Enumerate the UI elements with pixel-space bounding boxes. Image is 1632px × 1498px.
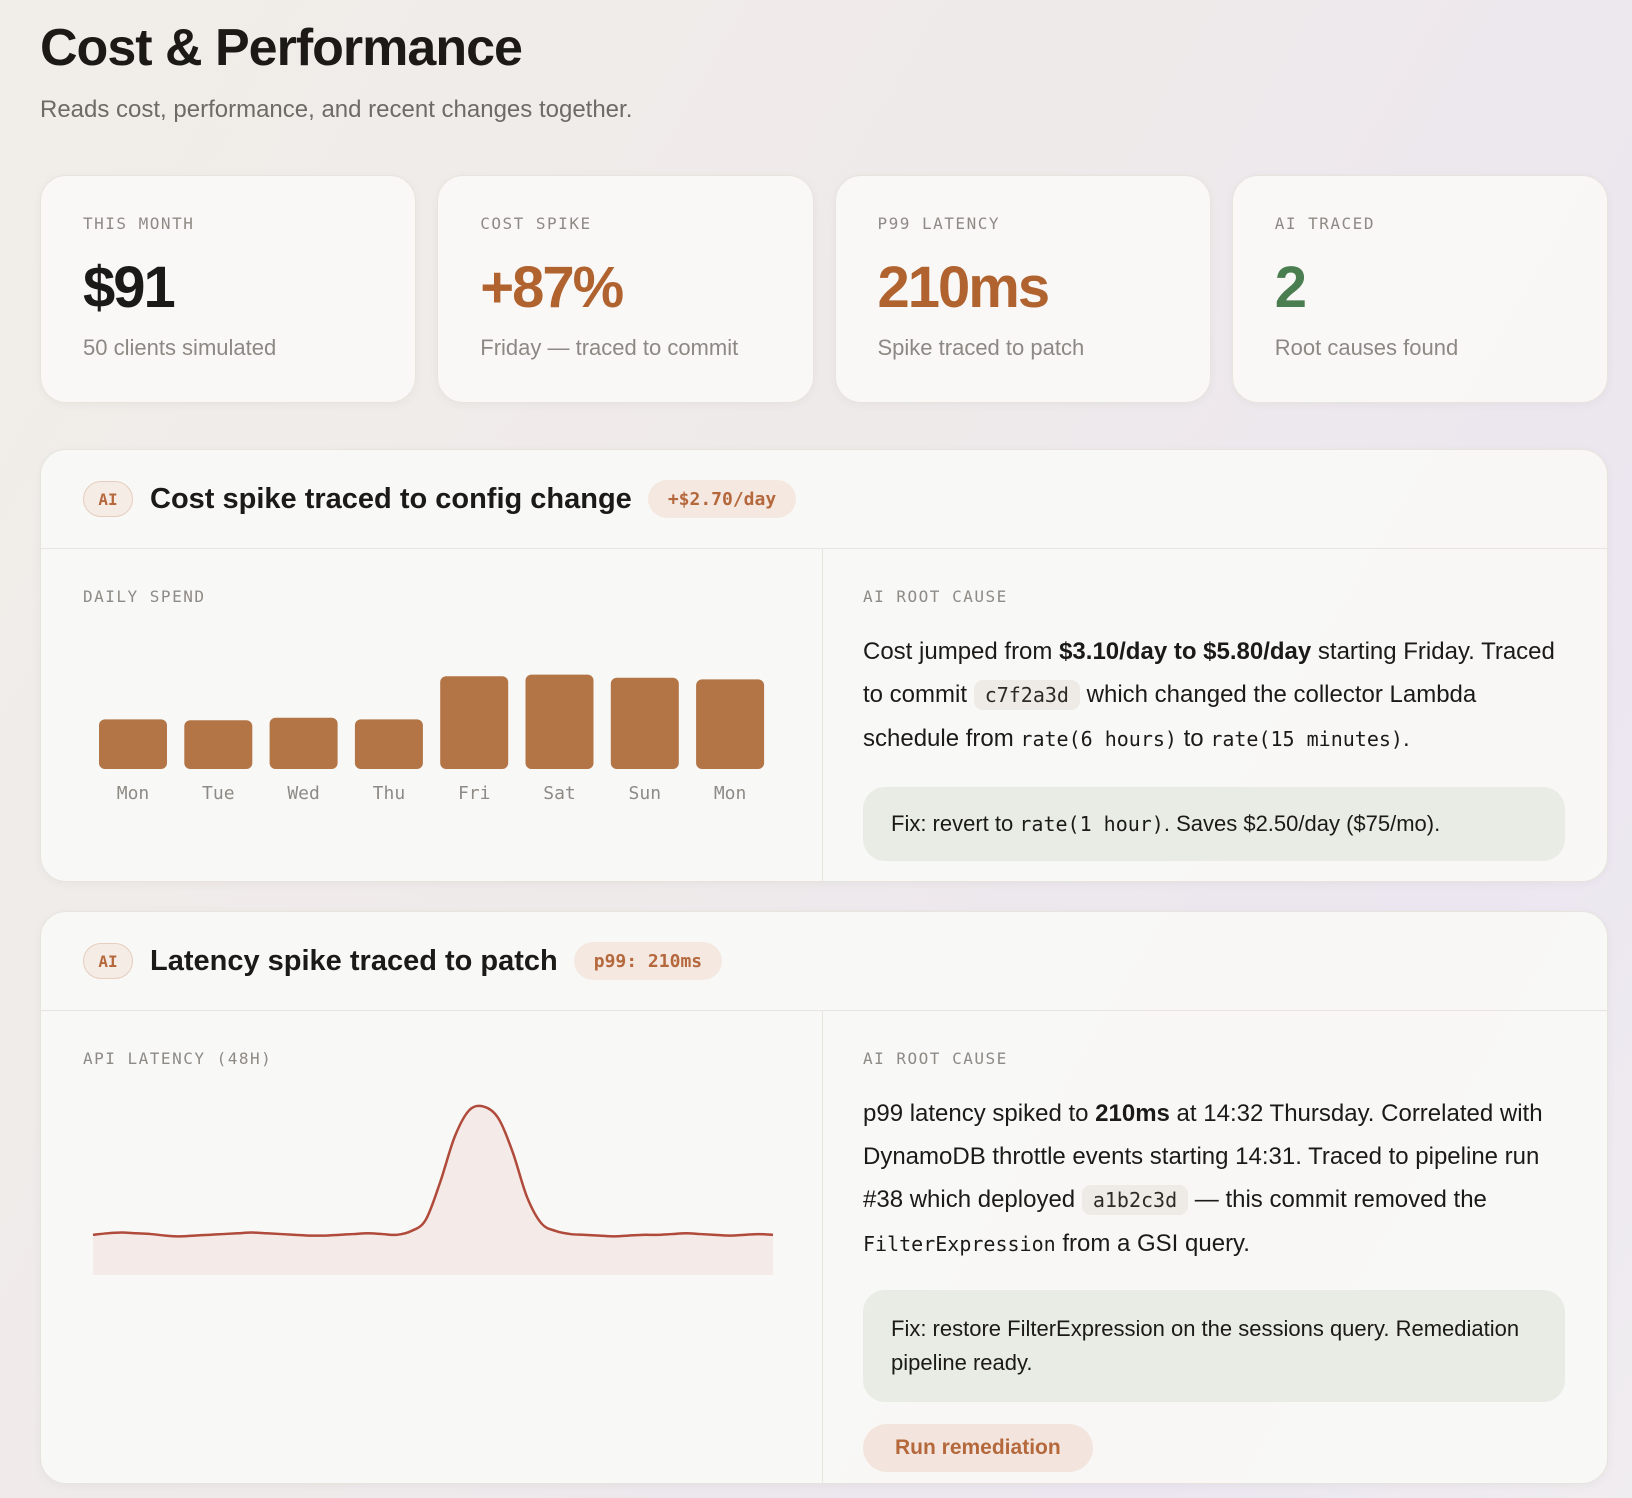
stat-value: +87%: [480, 255, 624, 320]
fix-suggestion: Fix: revert to rate(1 hour). Saves $2.50…: [863, 787, 1565, 861]
root-text-part: p99 latency spiked to: [863, 1100, 1096, 1127]
code-snippet: rate(15 minutes): [1210, 727, 1403, 751]
root-cause-label: AI ROOT CAUSE: [863, 1049, 1008, 1068]
bar-tue-1[interactable]: [184, 720, 253, 769]
ai-root-cause-section: AI ROOT CAUSE p99 latency spiked to 210m…: [823, 1011, 1607, 1483]
stat-note: Spike traced to patch: [877, 335, 1085, 360]
commit-hash[interactable]: a1b2c3d: [1081, 1185, 1189, 1215]
root-text-part: — this commit removed the: [1188, 1186, 1487, 1213]
latency-line: [92, 1104, 774, 1238]
root-text-part: .: [1402, 725, 1410, 752]
stat-note: 50 clients simulated: [83, 335, 277, 360]
ai-badge: AI: [83, 943, 133, 979]
panel-title: Latency spike traced to patch: [150, 944, 558, 977]
root-cause-text: Cost jumped from $3.10/day to $5.80/day …: [863, 630, 1565, 761]
x-tick-label: Thu: [373, 783, 406, 804]
fix-text-part: Fix: revert to: [891, 811, 1020, 836]
stats-row: THIS MONTH $91 50 clients simulated COST…: [40, 175, 1608, 403]
code-snippet: rate(6 hours): [1020, 727, 1177, 751]
stat-card-cost-spike: COST SPIKE +87% Friday — traced to commi…: [437, 175, 814, 403]
root-cause-text: p99 latency spiked to 210ms at 14:32 Thu…: [863, 1092, 1565, 1266]
bar-wed-2[interactable]: [269, 717, 338, 769]
x-tick-label: Sun: [629, 783, 662, 804]
x-tick-label: Mon: [117, 783, 150, 804]
stat-note: Friday — traced to commit: [480, 335, 739, 360]
stat-value: 2: [1274, 255, 1307, 320]
stat-value: 210ms: [877, 255, 1051, 320]
latency-badge: p99: 210ms: [573, 942, 723, 980]
bar-sun-6[interactable]: [610, 677, 679, 769]
fix-suggestion: Fix: restore FilterExpression on the ses…: [863, 1290, 1565, 1402]
daily-spend-chart: Mon Tue Wed Thu Fri Sat Sun Mon: [99, 674, 765, 804]
bar-fri-4[interactable]: [440, 676, 509, 769]
x-tick-label: Wed: [287, 783, 320, 804]
stat-label: P99 LATENCY: [877, 214, 1000, 233]
code-snippet: rate(1 hour): [1019, 812, 1164, 836]
chart-label: API LATENCY (48H): [83, 1049, 273, 1068]
stat-value: $91: [83, 255, 176, 320]
bar-mon-0[interactable]: [99, 719, 167, 769]
root-text-part: which changed the collector Lambda sched…: [863, 681, 1477, 752]
daily-spend-section: DAILY SPEND Mon Tue Wed Thu Fri Sat Sun Mon: [41, 549, 823, 881]
ai-root-cause-section: AI ROOT CAUSE Cost jumped from $3.10/day…: [823, 549, 1607, 881]
stat-note: Root causes found: [1274, 335, 1459, 360]
api-latency-chart: [92, 1104, 774, 1275]
fix-text-part: . Saves $2.50/day ($75/mo).: [1163, 811, 1441, 836]
panel-header: AI Cost spike traced to config change +$…: [41, 450, 1607, 549]
latency-highlight: 210ms: [1095, 1100, 1170, 1127]
x-tick-label: Mon: [714, 783, 747, 804]
commit-hash[interactable]: c7f2a3d: [973, 680, 1080, 710]
page-title: Cost & Performance: [40, 19, 523, 77]
run-remediation-button[interactable]: Run remediation: [863, 1424, 1093, 1472]
api-latency-section: API LATENCY (48H): [41, 1011, 823, 1483]
cost-delta-badge: +$2.70/day: [647, 480, 797, 518]
stat-label: AI TRACED: [1274, 214, 1375, 233]
page-subtitle: Reads cost, performance, and recent chan…: [40, 96, 633, 123]
code-snippet: FilterExpression: [863, 1232, 1056, 1256]
stat-card-p99-latency: P99 LATENCY 210ms Spike traced to patch: [834, 175, 1211, 403]
panel-title: Cost spike traced to config change: [150, 482, 632, 515]
cost-spike-panel: AI Cost spike traced to config change +$…: [40, 449, 1608, 882]
panel-header: AI Latency spike traced to patch p99: 21…: [41, 912, 1607, 1011]
root-text-part: starting Friday. Traced to commit: [863, 638, 1555, 708]
stat-card-this-month: THIS MONTH $91 50 clients simulated: [40, 175, 417, 403]
ai-badge: AI: [83, 481, 133, 517]
stat-label: COST SPIKE: [480, 214, 592, 233]
bar-mon-7[interactable]: [696, 679, 765, 769]
stat-label: THIS MONTH: [83, 214, 195, 233]
bar-thu-3[interactable]: [354, 719, 423, 769]
root-text-part: Cost jumped from: [863, 638, 1060, 665]
x-tick-label: Fri: [458, 783, 491, 804]
chart-label: DAILY SPEND: [83, 587, 206, 606]
root-cause-label: AI ROOT CAUSE: [863, 587, 1008, 606]
x-tick-label: Tue: [202, 783, 235, 804]
bar-sat-5[interactable]: [525, 674, 594, 769]
latency-area: [93, 1105, 773, 1275]
root-text-part: to: [1176, 725, 1211, 752]
cost-change-highlight: $3.10/day to $5.80/day: [1059, 638, 1312, 665]
root-text-part: from a GSI query.: [1055, 1230, 1250, 1257]
root-text-part: at 14:32 Thursday. Correlated with Dynam…: [863, 1100, 1543, 1213]
latency-spike-panel: AI Latency spike traced to patch p99: 21…: [40, 911, 1608, 1484]
stat-card-ai-traced: AI TRACED 2 Root causes found: [1231, 175, 1608, 403]
x-tick-label: Sat: [543, 783, 576, 804]
